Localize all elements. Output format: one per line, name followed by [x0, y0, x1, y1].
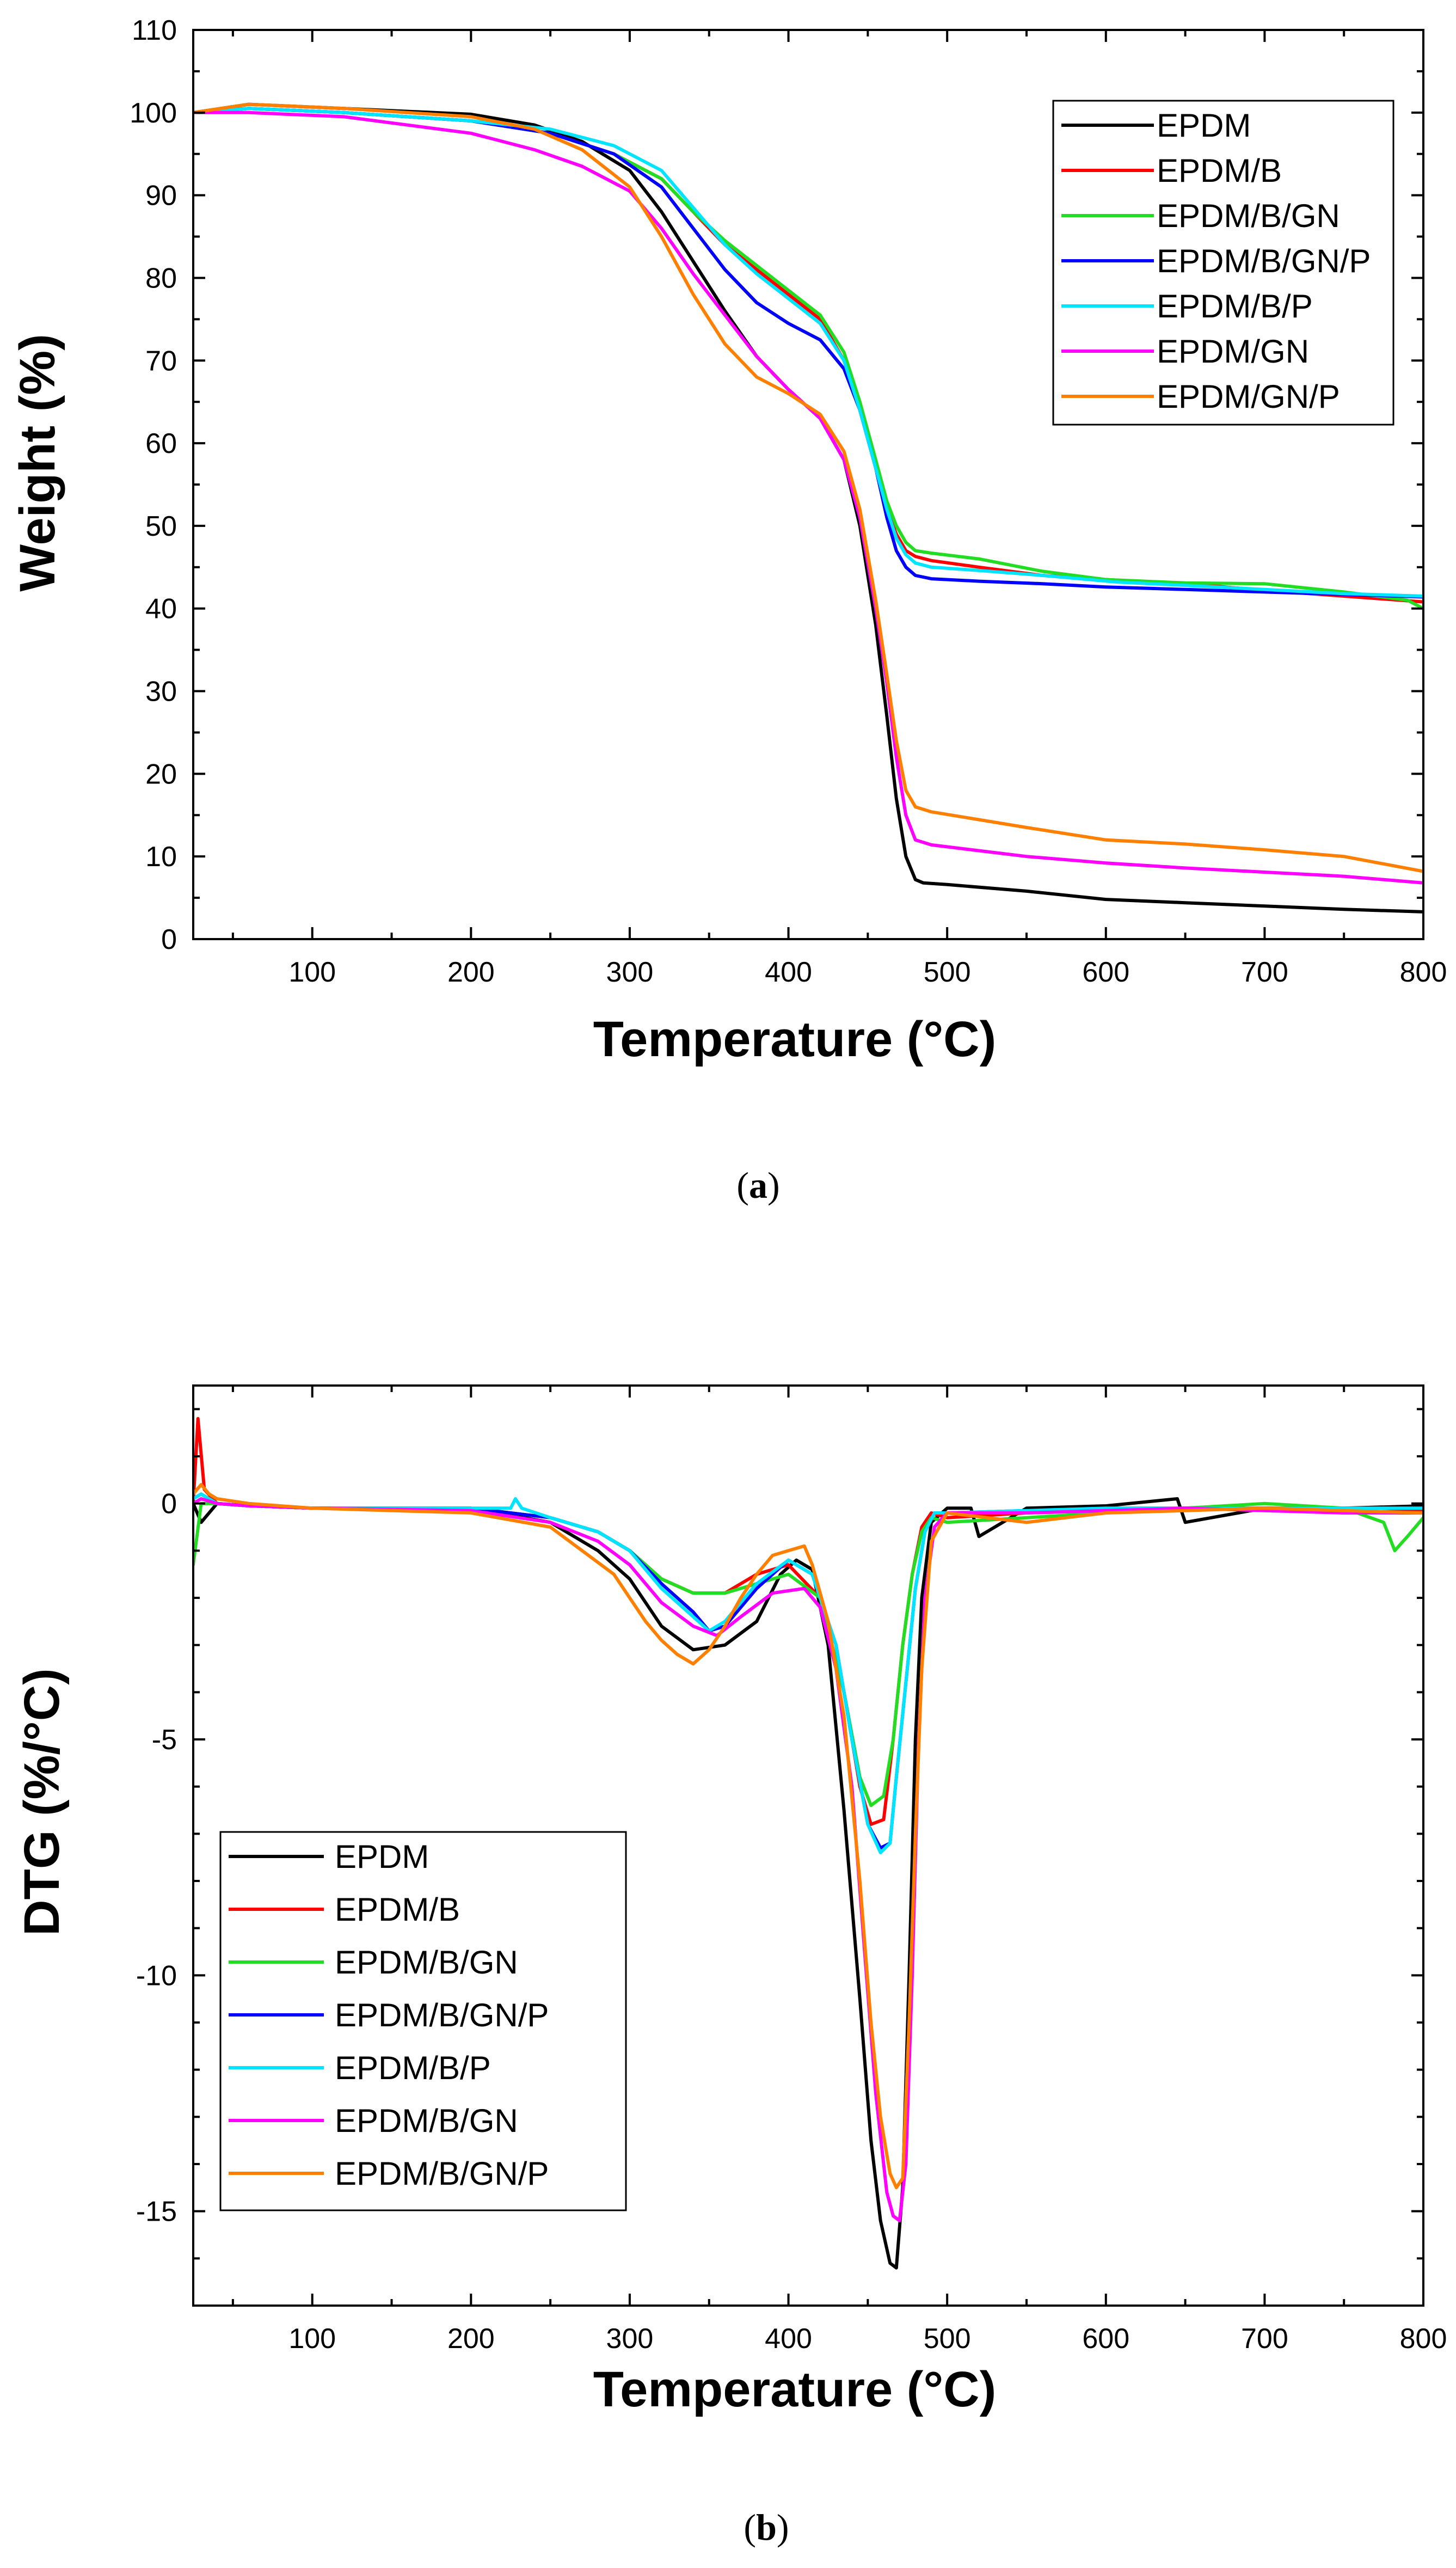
panel-a-caption-close: ) — [767, 1165, 780, 1206]
panel-b-y-axis-title: DTG (%/°C) — [14, 1668, 70, 1936]
panel-b-caption: (b) — [744, 2506, 789, 2548]
panel-a-caption-open: ( — [736, 1165, 749, 1206]
panel-b-legend-label-4: EPDM/B/GN/P — [335, 1997, 549, 2033]
panel-b-legend-label-1: EPDM — [335, 1838, 429, 1875]
panel-b-y-tick-label: 0 — [161, 1488, 177, 1520]
panel-a-legend-label-4: EPDM/B/GN/P — [1157, 243, 1371, 279]
panel-a-caption-letter: a — [749, 1165, 767, 1206]
panel-b-y-tick-label: -5 — [152, 1724, 177, 1756]
panel-b-caption-close: ) — [777, 2506, 789, 2548]
panel-a-x-tick-label: 500 — [924, 957, 971, 988]
panel-a-y-tick-label: 90 — [145, 180, 177, 212]
panel-a-legend-label-1: EPDM — [1157, 107, 1251, 144]
panel-a-x-tick-label: 200 — [447, 957, 495, 988]
panel-b-caption-open: ( — [744, 2506, 756, 2548]
panel-a-legend-label-6: EPDM/GN — [1157, 333, 1309, 370]
panel-b-x-tick-label: 400 — [765, 2323, 812, 2355]
panel-b-legend-label-7: EPDM/B/GN/P — [335, 2155, 549, 2192]
panel-a-y-tick-label: 110 — [132, 15, 177, 46]
panel-a-series-5-line — [193, 107, 1423, 598]
panel-a-series-7-line — [193, 102, 1423, 873]
panel-a-legend-label-5: EPDM/B/P — [1157, 288, 1313, 324]
panel-a-y-tick-label: 70 — [145, 345, 177, 377]
panel-a-x-axis-title: Temperature (°C) — [593, 1012, 997, 1067]
panel-a-y-tick-label: 10 — [145, 841, 177, 873]
panel-b-caption-letter: b — [756, 2506, 777, 2548]
panel-a-weight-chart: 100 200 300 400 500 600 700 800 0 10 20 30 40 50 60 70 8… — [10, 15, 1447, 1206]
panel-a-y-tick-label: 20 — [145, 758, 177, 790]
panel-a-x-tick-label: 100 — [288, 957, 336, 988]
panel-a-y-tick-label: 40 — [145, 593, 177, 625]
panel-a-y-tick-label: 50 — [145, 511, 177, 542]
panel-a-legend-label-3: EPDM/B/GN — [1157, 198, 1340, 234]
panel-b-x-tick-label: 700 — [1241, 2323, 1288, 2355]
panel-b-plot-area: 100 200 300 400 500 600 700 800 0 -5 -10 -15 — [136, 1384, 1447, 2355]
panel-b-series-7-line — [193, 1483, 1423, 2190]
panel-b-legend-label-6: EPDM/B/GN — [335, 2103, 518, 2139]
panel-b-x-tick-label: 800 — [1400, 2323, 1447, 2355]
panel-b-legend: EPDM EPDM/B EPDM/B/GN EPDM/B/GN/P EPDM/B/P EP… — [219, 1831, 627, 2211]
panel-a-legend-label-7: EPDM/GN/P — [1157, 378, 1340, 415]
panel-a-plot-area: 100 200 300 400 500 600 700 800 0 10 20 30 40 50 60 70 8… — [130, 15, 1447, 988]
panel-a-y-tick-label: 30 — [145, 676, 177, 708]
panel-b-y-tick-label: -10 — [136, 1960, 177, 1991]
panel-a-x-tick-label: 600 — [1082, 957, 1129, 988]
panel-b-legend-box — [219, 1831, 627, 2211]
panel-a-y-axis-title: Weight (%) — [10, 334, 65, 592]
panel-a-legend: EPDM EPDM/B EPDM/B/GN EPDM/B/GN/P EPDM/B/P EP… — [1052, 100, 1394, 426]
panel-a-series-6-line — [193, 111, 1423, 885]
panel-a-legend-label-2: EPDM/B — [1157, 152, 1282, 189]
panel-b-y-tick-label: -15 — [136, 2196, 177, 2228]
panel-b-x-tick-label: 500 — [924, 2323, 971, 2355]
panel-b-x-tick-label: 200 — [447, 2323, 495, 2355]
panel-a-x-tick-label: 800 — [1400, 957, 1447, 988]
panel-b-series-group — [193, 1417, 1423, 2270]
panel-a-x-tick-label: 400 — [765, 957, 812, 988]
panel-a-x-tick-label: 700 — [1241, 957, 1288, 988]
panel-a-caption: (a) — [736, 1165, 779, 1206]
panel-a-y-tick-label: 0 — [161, 924, 177, 955]
panel-a-legend-box — [1052, 100, 1394, 426]
panel-a-series-group — [193, 102, 1423, 914]
panel-b-dtg-chart: 100 200 300 400 500 600 700 800 0 -5 -10 -15 Temper… — [14, 1384, 1447, 2548]
panel-a-y-tick-label: 80 — [145, 262, 177, 294]
panel-b-x-tick-label: 100 — [288, 2323, 336, 2355]
panel-a-y-tick-label: 60 — [145, 428, 177, 459]
panel-b-x-tick-label: 600 — [1082, 2323, 1129, 2355]
panel-b-x-tick-label: 300 — [606, 2323, 654, 2355]
panel-b-x-axis-title: Temperature (°C) — [593, 2362, 997, 2417]
panel-b-legend-label-2: EPDM/B — [335, 1891, 460, 1928]
panel-b-legend-label-5: EPDM/B/P — [335, 2050, 491, 2086]
panel-a-x-tick-label: 300 — [606, 957, 654, 988]
panel-a-y-tick-label: 100 — [130, 97, 177, 129]
panel-b-legend-label-3: EPDM/B/GN — [335, 1944, 518, 1981]
panel-b-plot-frame — [192, 1384, 1424, 2307]
